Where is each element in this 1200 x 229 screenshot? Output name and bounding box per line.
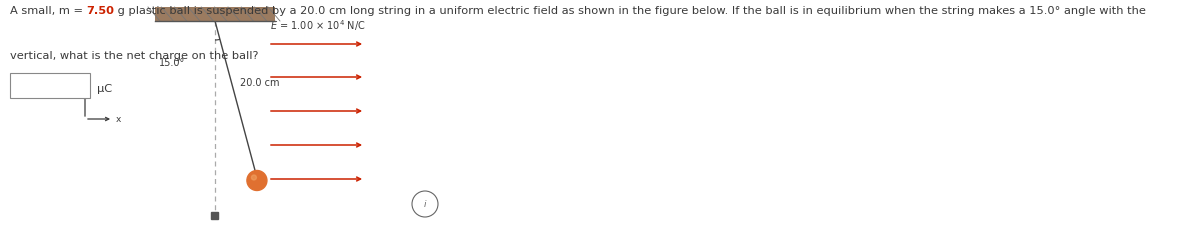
Text: g plastic ball is suspended by a 20.0 cm long string in a uniform electric field: g plastic ball is suspended by a 20.0 cm… <box>114 6 1146 16</box>
Bar <box>211 212 218 219</box>
Text: x: x <box>116 115 121 124</box>
Text: y: y <box>83 80 88 89</box>
Bar <box>155 8 275 22</box>
Text: vertical, what is the net charge on the ball?: vertical, what is the net charge on the … <box>10 50 258 60</box>
Circle shape <box>252 175 257 180</box>
Text: μC: μC <box>97 84 113 94</box>
Text: i: i <box>424 200 426 209</box>
Text: A small, m =: A small, m = <box>10 6 86 16</box>
Text: 7.50: 7.50 <box>86 6 114 16</box>
Circle shape <box>247 171 266 191</box>
Text: 15.0°: 15.0° <box>158 58 185 68</box>
Text: 20.0 cm: 20.0 cm <box>240 78 280 88</box>
Text: $\it{E}$ = 1.00 $\times$ 10$^{4}$ N/C: $\it{E}$ = 1.00 $\times$ 10$^{4}$ N/C <box>270 18 366 33</box>
